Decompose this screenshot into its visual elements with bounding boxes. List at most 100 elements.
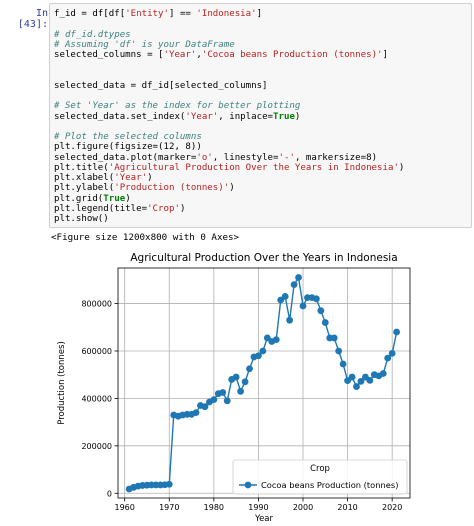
code-line: plt.grid(True) <box>54 194 471 204</box>
code-token: 'Entity' <box>125 9 169 19</box>
code-line: ​ <box>54 122 471 132</box>
data-point <box>192 409 200 417</box>
data-point <box>330 334 338 342</box>
code-token: True <box>273 111 295 122</box>
code-token: ] <box>256 9 263 19</box>
x-tick-label: 1960 <box>115 503 135 512</box>
code-token: 'Year' <box>163 50 197 60</box>
code-line: # Set 'Year' as the index for better plo… <box>54 101 471 111</box>
legend-label: Cocoa beans Production (tonnes) <box>261 480 398 490</box>
x-axis-label: Year <box>254 514 274 524</box>
code-line: ​ <box>54 60 471 70</box>
production-chart: Agricultural Production Over the Years i… <box>57 252 411 524</box>
code-token: 'Crop' <box>147 203 180 214</box>
code-token: selected_columns = [ <box>54 50 164 60</box>
code-line: ​ <box>54 71 471 81</box>
x-tick-label: 1970 <box>159 503 179 512</box>
code-token: ] <box>382 50 388 60</box>
cell-output-text: <Figure size 1200x800 with 0 Axes> <box>51 232 240 243</box>
code-token: plt.xlabel( <box>54 173 115 183</box>
code-line: # df_id.dtypes <box>54 30 471 40</box>
code-line: selected_columns = ['Year','Cocoa beans … <box>54 50 471 60</box>
code-token: # Plot the selected columns <box>54 132 202 142</box>
code-token: plt.show() <box>54 214 109 224</box>
data-point <box>348 373 356 381</box>
data-point <box>321 319 329 326</box>
y-tick-label: 400000 <box>81 394 112 403</box>
code-token: 'o' <box>196 152 213 163</box>
data-point <box>237 387 244 395</box>
code-line: plt.figure(figsize=(12, 8)) <box>54 142 471 152</box>
data-point <box>255 352 262 360</box>
data-point <box>317 307 325 315</box>
code-line: plt.legend(title='Crop') <box>54 204 471 214</box>
data-point <box>281 293 289 300</box>
legend-marker <box>244 481 252 489</box>
code-line: plt.ylabel('Production (tonnes)') <box>54 183 471 193</box>
code-token: ) <box>229 183 235 194</box>
data-point <box>384 354 392 362</box>
x-tick-label: 2020 <box>382 503 402 512</box>
data-point <box>246 365 253 373</box>
data-point <box>290 281 298 288</box>
code-editor[interactable]: f_id = df[df['Entity'] == 'Indonesia']​#… <box>50 4 471 224</box>
code-line: plt.show() <box>54 214 471 224</box>
code-token: selected_data = df_id[selected_columns] <box>54 80 268 91</box>
code-token: f_id = df[df[ <box>54 9 126 19</box>
x-tick-label: 2000 <box>293 503 313 512</box>
y-tick-label: 600000 <box>81 347 112 356</box>
code-token: '-' <box>278 152 295 163</box>
data-point <box>165 480 173 488</box>
data-point <box>393 328 401 336</box>
data-point <box>232 373 240 381</box>
y-tick-label: 0 <box>107 489 112 498</box>
data-point <box>219 389 227 396</box>
x-tick-label: 1980 <box>204 503 224 512</box>
x-tick-label: 1990 <box>248 503 268 512</box>
code-token: ) <box>398 162 405 173</box>
code-token: 'Indonesia' <box>196 9 257 19</box>
code-token: selected_data.set_index( <box>54 111 186 122</box>
legend-title: Crop <box>310 464 330 474</box>
x-tick-label: 2010 <box>337 503 357 512</box>
data-point <box>299 302 307 310</box>
data-point <box>357 377 365 385</box>
code-line: selected_data = df_id[selected_columns] <box>54 81 471 91</box>
code-token: , inplace= <box>218 111 274 122</box>
data-point <box>201 403 209 411</box>
code-token: ) <box>147 173 153 183</box>
code-token: 'Year' <box>185 111 219 122</box>
code-line: # Assuming 'df' is your DataFrame <box>54 40 471 50</box>
y-tick-label: 200000 <box>81 442 112 451</box>
data-point <box>210 396 218 403</box>
code-token: plt.figure(figsize=(12, 8)) <box>54 142 202 153</box>
code-line: ​ <box>54 91 471 101</box>
code-line: plt.title('Agricultural Production Over … <box>54 163 471 173</box>
code-token: plt.ylabel( <box>54 183 115 194</box>
code-token: ) <box>179 203 186 214</box>
code-token: 'Cocoa beans Production (tonnes)' <box>201 50 383 60</box>
y-axis-label: Production (tonnes) <box>57 341 67 425</box>
data-point <box>259 347 267 355</box>
data-point <box>312 295 320 303</box>
data-point <box>335 347 343 355</box>
code-token: 'Production (tonnes)' <box>114 183 230 194</box>
data-point <box>295 274 302 281</box>
code-line: # Plot the selected columns <box>54 132 471 142</box>
code-token: selected_data.plot(marker= <box>54 152 197 163</box>
code-token: , <box>196 50 202 60</box>
code-line: ​ <box>54 19 471 29</box>
data-point <box>366 376 374 384</box>
code-cell-input[interactable]: f_id = df[df['Entity'] == 'Indonesia']​#… <box>49 3 472 228</box>
data-point <box>388 349 396 357</box>
plot-frame <box>117 267 411 499</box>
code-token: plt.title( <box>54 162 109 173</box>
code-token: , linestyle= <box>212 152 279 163</box>
code-token: 'Agricultural Production Over the Years … <box>108 162 399 173</box>
y-tick-label: 800000 <box>81 300 112 309</box>
data-point <box>339 360 347 368</box>
data-point <box>272 336 280 344</box>
code-token: 'Year' <box>114 173 148 183</box>
data-point <box>223 397 231 405</box>
data-point <box>379 370 387 377</box>
